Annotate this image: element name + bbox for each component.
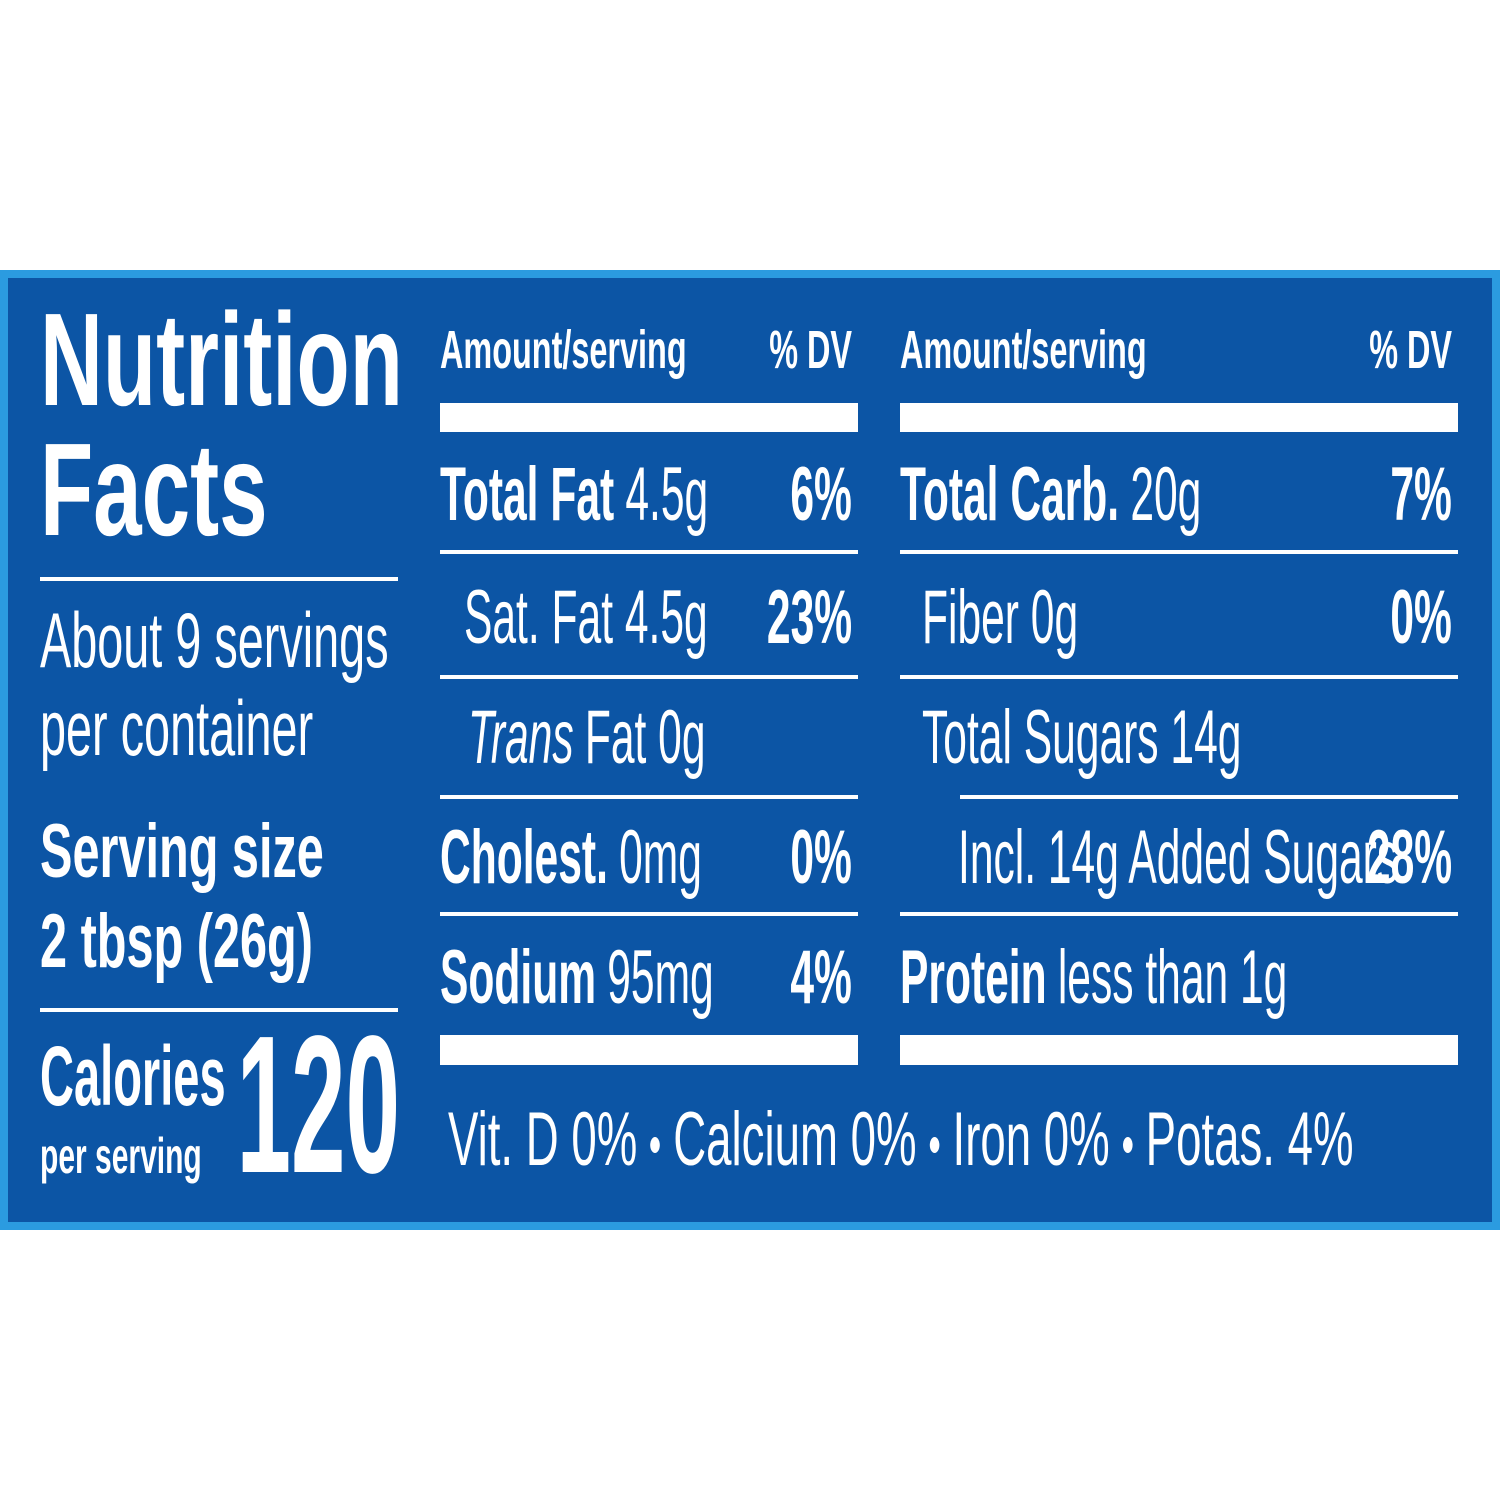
nutrient-row: Sat. Fat 4.5g (464, 576, 708, 660)
row-rule (900, 550, 1458, 554)
serving-size-value: 2 tbsp (26g) (40, 899, 313, 984)
daily-value: 0% (790, 815, 852, 900)
nutrient-name: Total Fat (440, 452, 615, 537)
daily-value: 28% (1366, 815, 1452, 900)
daily-value: 6% (790, 452, 852, 537)
row-rule (440, 795, 858, 799)
nutrient-row: Total Carb. 20g (900, 453, 1201, 537)
servings: About 9 servings (40, 596, 389, 684)
nutrient-amount: 4.5g (625, 452, 709, 537)
thick-bar (900, 1035, 1458, 1065)
divider (40, 1008, 398, 1012)
row-rule (440, 550, 858, 554)
daily-value: 23% (766, 575, 852, 660)
servings: per container (40, 684, 314, 772)
column-header: Amount/serving (440, 320, 687, 380)
row-rule (900, 675, 1458, 679)
vitamin: Iron 0% (952, 1097, 1110, 1182)
nutrient-name: Trans (468, 695, 574, 780)
title: Facts (40, 416, 268, 563)
calories-label: Calories (40, 1029, 226, 1123)
vitamin: Calcium 0% (673, 1097, 917, 1182)
column-header: Amount/serving (900, 320, 1147, 380)
nutrient-amount: 95mg (607, 935, 714, 1020)
calories-value: 120 (236, 995, 400, 1214)
daily-value: 4% (790, 935, 852, 1020)
row-rule (440, 912, 858, 916)
nutrient-name: Total Carb. (900, 452, 1120, 537)
nutrient-row: Cholest. 0mg (440, 816, 702, 900)
nutrient-amount: 20g (1130, 452, 1202, 537)
row-rule (440, 675, 858, 679)
row-rule (900, 912, 1458, 916)
nutrient-row: Total Sugars 14g (922, 696, 1241, 780)
row-rule (960, 795, 1458, 799)
title: Nutrition (40, 286, 403, 433)
thick-bar (440, 1035, 858, 1065)
nutrient-amount: 0mg (619, 815, 702, 900)
bullet (929, 1136, 940, 1153)
vitamins: Vit. D 0% Calcium 0% Iron 0% Potas. 4% (448, 1100, 1354, 1180)
nutrient-amount: Sat. Fat 4.5g (464, 575, 708, 660)
nutrient-amount: Fat 0g (584, 695, 706, 780)
serving-size-label: Serving size (40, 809, 324, 894)
thick-bar (440, 403, 858, 432)
column-header: % DV (769, 320, 852, 380)
nutrient-amount: less than 1g (1057, 935, 1288, 1020)
nutrient-amount: Fiber 0g (922, 575, 1079, 660)
nutrient-row: Protein less than 1g (900, 936, 1287, 1020)
nutrient-name: Cholest. (440, 815, 608, 900)
nutrient-row: Trans Fat 0g (468, 696, 706, 780)
column-header: % DV (1369, 320, 1452, 380)
nutrient-amount: Total Sugars 14g (922, 695, 1242, 780)
thick-bar (900, 403, 1458, 432)
daily-value: 0% (1390, 575, 1452, 660)
nutrient-row: Incl. 14g Added Sugars (958, 816, 1398, 900)
divider (40, 577, 398, 581)
vitamin: Vit. D 0% (448, 1097, 638, 1182)
nutrient-name: Protein (900, 935, 1047, 1020)
nutrient-amount: Incl. 14g Added Sugars (958, 815, 1399, 900)
daily-value: 7% (1390, 452, 1452, 537)
bullet (1122, 1136, 1133, 1153)
bullet (650, 1136, 661, 1153)
nutrient-row: Fiber 0g (922, 576, 1078, 660)
nutrient-name: Sodium (440, 935, 597, 1020)
nutrient-row: Sodium 95mg (440, 936, 714, 1020)
nutrient-row: Total Fat 4.5g (440, 453, 708, 537)
calories-sublabel: per serving (40, 1128, 202, 1184)
vitamin: Potas. 4% (1145, 1097, 1354, 1182)
